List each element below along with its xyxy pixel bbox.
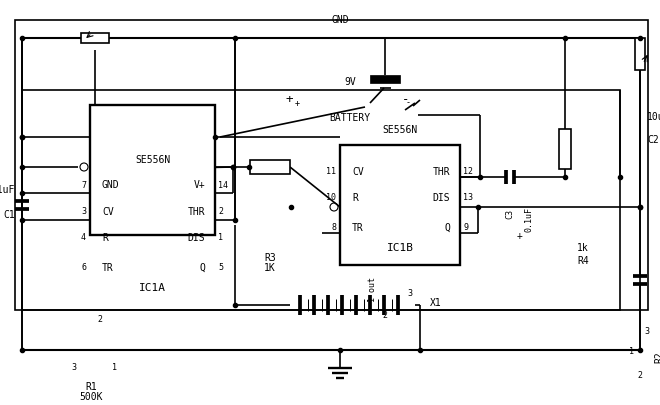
Text: 6: 6 — [81, 264, 86, 273]
Text: 14: 14 — [218, 181, 228, 190]
Text: TR: TR — [102, 263, 114, 273]
Text: 3: 3 — [644, 328, 649, 337]
Text: 500K: 500K — [79, 392, 103, 402]
Text: GND: GND — [331, 15, 349, 25]
Text: 5: 5 — [218, 264, 223, 273]
Text: C2: C2 — [647, 135, 659, 145]
Bar — [635, 38, 645, 70]
Bar — [22, 90, 620, 310]
Text: 1K: 1K — [264, 263, 276, 273]
Text: IC1A: IC1A — [139, 283, 166, 293]
Text: 9V: 9V — [344, 77, 356, 87]
Text: 0.1uF: 0.1uF — [524, 207, 533, 232]
Text: +: + — [517, 231, 523, 241]
Text: R: R — [352, 193, 358, 203]
Text: C3: C3 — [506, 209, 515, 219]
Text: DIS: DIS — [432, 193, 450, 203]
Text: +: + — [295, 98, 300, 107]
Text: 2: 2 — [382, 311, 387, 320]
Bar — [340, 145, 460, 265]
Text: 8: 8 — [331, 224, 336, 232]
Text: 7: 7 — [81, 181, 86, 190]
Text: 1 out: 1 out — [368, 277, 377, 303]
Text: SE556N: SE556N — [382, 125, 418, 135]
Text: R2: R2 — [654, 351, 660, 363]
Bar — [90, 105, 215, 235]
Text: 0.1uF: 0.1uF — [0, 185, 15, 195]
Text: Q: Q — [199, 263, 205, 273]
Text: CV: CV — [352, 167, 364, 177]
Text: THR: THR — [432, 167, 450, 177]
Text: BATTERY: BATTERY — [329, 113, 370, 123]
Text: C1: C1 — [3, 210, 15, 220]
Text: R1: R1 — [85, 382, 97, 392]
Text: 12: 12 — [463, 168, 473, 177]
Text: IC1B: IC1B — [387, 243, 414, 253]
Text: X1: X1 — [430, 298, 442, 308]
Bar — [559, 129, 571, 169]
Text: 4: 4 — [81, 234, 86, 243]
Text: 13: 13 — [463, 194, 473, 202]
Text: TR: TR — [352, 223, 364, 233]
Text: 3: 3 — [81, 207, 86, 217]
Text: R3: R3 — [264, 253, 276, 263]
Text: SE556N: SE556N — [135, 155, 170, 165]
Text: 1: 1 — [629, 347, 634, 356]
Bar — [250, 160, 290, 174]
Text: GND: GND — [102, 180, 119, 190]
Text: 10: 10 — [326, 194, 336, 202]
Text: CV: CV — [102, 207, 114, 217]
Text: 2: 2 — [218, 207, 223, 217]
Text: 11: 11 — [326, 168, 336, 177]
Bar — [15, 20, 648, 310]
Text: 1k: 1k — [577, 243, 589, 253]
Text: 2: 2 — [638, 371, 642, 380]
Text: R4: R4 — [577, 256, 589, 266]
Text: -: - — [402, 94, 409, 107]
Bar — [370, 75, 400, 83]
Text: 3: 3 — [71, 362, 76, 371]
Text: 1: 1 — [112, 362, 117, 371]
Text: 2: 2 — [97, 315, 102, 324]
Text: DIS: DIS — [187, 233, 205, 243]
Text: 9: 9 — [463, 224, 468, 232]
Text: V+: V+ — [193, 180, 205, 190]
Text: R: R — [102, 233, 108, 243]
Text: Q: Q — [444, 223, 450, 233]
Text: +: + — [286, 94, 293, 107]
Text: 1: 1 — [218, 234, 223, 243]
Text: 10uF: 10uF — [647, 112, 660, 122]
Text: THR: THR — [187, 207, 205, 217]
Bar — [81, 33, 109, 43]
Text: -: - — [406, 98, 411, 107]
Text: 3: 3 — [407, 288, 412, 298]
